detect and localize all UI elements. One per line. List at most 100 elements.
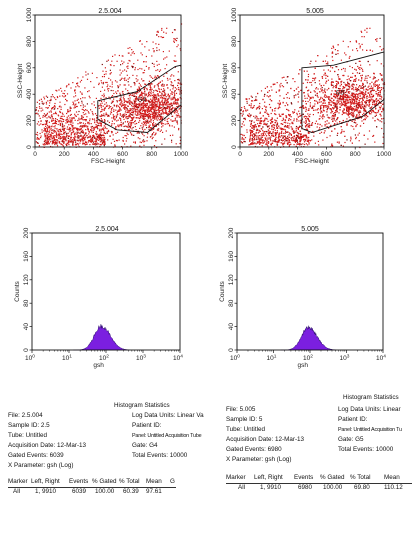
scatter-dot xyxy=(144,99,146,102)
scatter-dot xyxy=(352,125,354,128)
scatter-dot xyxy=(116,140,118,142)
scatter-dot xyxy=(155,104,157,106)
scatter-dot xyxy=(48,136,50,138)
scatter-dot xyxy=(300,139,302,141)
scatter-dot xyxy=(144,83,146,85)
scatter-dot xyxy=(151,88,153,90)
scatter-dot xyxy=(102,70,104,72)
scatter-dot xyxy=(56,133,58,135)
scatter-dot xyxy=(43,96,45,98)
scatter-dot xyxy=(159,91,161,93)
scatter-dot xyxy=(243,106,245,108)
scatter-dot xyxy=(172,88,174,90)
scatter-dot xyxy=(372,109,374,111)
scatter-dot xyxy=(362,84,364,86)
scatter-dot xyxy=(266,86,268,88)
scatter-dot xyxy=(305,120,307,122)
scatter-dot xyxy=(174,94,176,96)
scatter-dot xyxy=(300,121,302,123)
scatter-dot xyxy=(355,100,357,102)
scatter-dot xyxy=(142,128,144,130)
scatter-dot xyxy=(345,102,347,104)
scatter-dot xyxy=(340,81,342,83)
scatter-dot xyxy=(74,133,76,135)
scatter-dot xyxy=(99,143,101,146)
scatter-dot xyxy=(359,92,361,94)
scatter-dot xyxy=(100,129,103,131)
scatter-dot xyxy=(116,92,118,95)
scatter-dot xyxy=(74,141,76,143)
scatter-dot xyxy=(43,127,45,129)
scatter-dot xyxy=(284,137,287,139)
scatter-dot xyxy=(354,100,356,102)
scatter-dot xyxy=(276,122,278,124)
scatter-dot xyxy=(382,107,384,109)
scatter-dot xyxy=(353,94,355,96)
scatter-dot xyxy=(262,126,264,128)
scatter-dot xyxy=(67,140,69,142)
scatter-dot xyxy=(93,136,95,138)
scatter-dot xyxy=(273,126,275,128)
scatter-dot xyxy=(320,131,323,133)
scatter-dot xyxy=(66,112,68,115)
scatter-dot xyxy=(378,106,381,108)
scatter-dot xyxy=(103,140,105,142)
scatter-dot xyxy=(352,85,354,87)
scatter-dot xyxy=(152,98,154,100)
scatter-dot xyxy=(272,124,274,126)
scatter-dot xyxy=(293,118,295,120)
scatter-dot xyxy=(383,83,386,85)
scatter-dot xyxy=(109,113,112,115)
scatter-dot xyxy=(285,79,287,81)
scatter-dot xyxy=(341,95,343,97)
scatter-dot xyxy=(92,112,94,114)
scatter-dot xyxy=(132,74,134,76)
scatter-dot xyxy=(85,71,87,73)
scatter-dot xyxy=(307,95,309,97)
scatter-dot xyxy=(117,113,119,115)
scatter-dot xyxy=(352,93,354,95)
scatter-dot xyxy=(36,101,38,103)
scatter-dot xyxy=(354,96,356,98)
scatter-dot xyxy=(103,113,105,115)
scatter-dot xyxy=(103,129,105,132)
scatter-dot xyxy=(101,115,103,117)
scatter-dot xyxy=(374,120,376,122)
scatter-dot xyxy=(171,105,173,107)
scatter-dot xyxy=(344,91,346,94)
scatter-dot xyxy=(259,106,261,108)
scatter-dot xyxy=(59,110,61,112)
scatter-dot xyxy=(57,135,59,137)
scatter-dot xyxy=(276,82,278,84)
scatter-dot xyxy=(256,128,258,130)
scatter-dot xyxy=(279,103,281,105)
scatter-dot xyxy=(42,115,44,117)
scatter-dot xyxy=(307,93,309,95)
scatter-dot xyxy=(155,76,157,78)
scatter-dot xyxy=(139,127,141,129)
scatter-dot xyxy=(337,101,340,103)
scatter-dot xyxy=(176,46,178,48)
scatter-dot xyxy=(149,115,151,118)
scatter-dot xyxy=(168,109,171,112)
scatter-dot xyxy=(148,93,150,95)
scatter-dot xyxy=(335,95,338,97)
scatter-dot xyxy=(302,100,304,102)
scatter-dot xyxy=(343,109,345,111)
scatter-dot xyxy=(45,101,47,103)
scatter-dot xyxy=(332,102,334,104)
scatter-dot xyxy=(77,119,79,122)
scatter-dot xyxy=(80,129,82,131)
scatter-dot xyxy=(287,137,289,139)
scatter-dot xyxy=(363,109,365,111)
scatter-dot xyxy=(330,84,333,87)
scatter-dot xyxy=(41,100,43,102)
scatter-dot xyxy=(125,109,127,111)
scatter-dot xyxy=(304,97,306,99)
scatter-dot xyxy=(115,115,117,117)
scatter-dot xyxy=(318,128,320,131)
scatter-dot xyxy=(139,98,141,100)
scatter-dot xyxy=(124,125,126,127)
scatter-dot xyxy=(282,128,284,130)
scatter-dot xyxy=(137,113,139,115)
